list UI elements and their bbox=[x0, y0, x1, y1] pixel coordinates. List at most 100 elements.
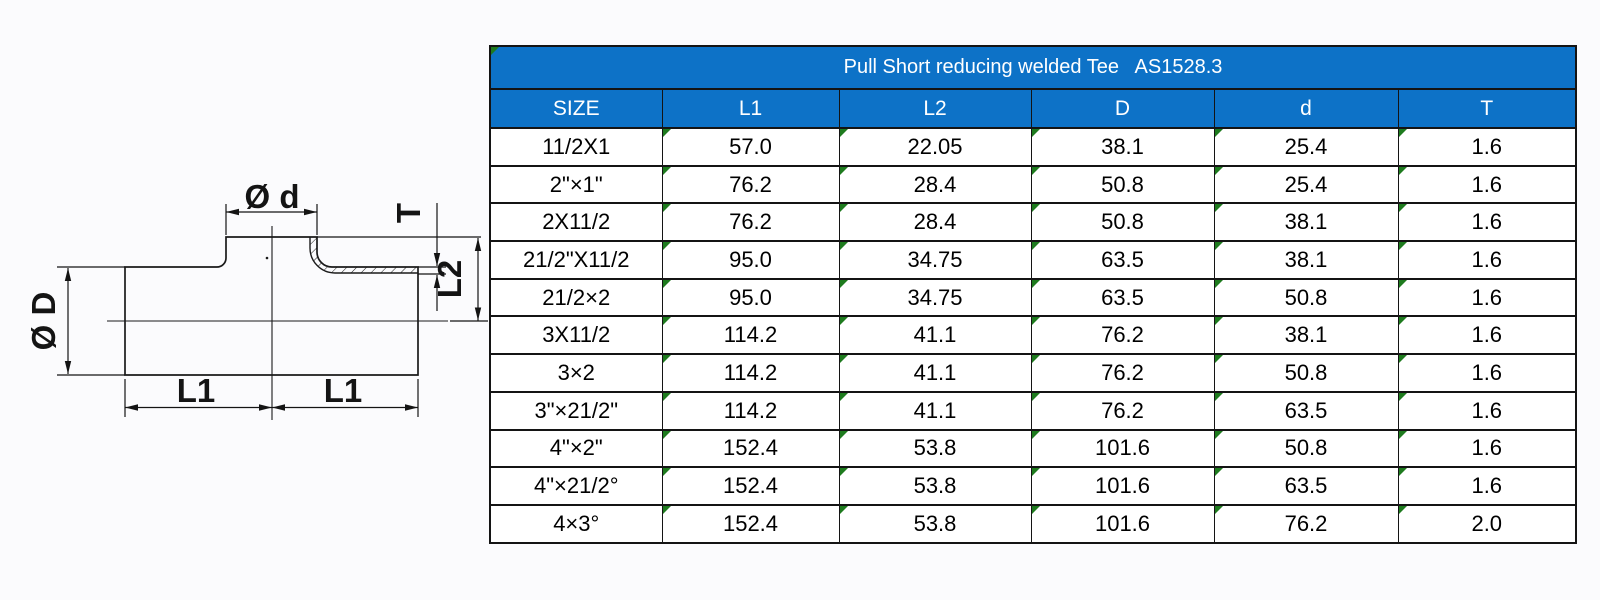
cell-value: 76.2 bbox=[661, 202, 840, 243]
cell-value: 50.8 bbox=[1213, 428, 1399, 469]
error-flag-triangle bbox=[1215, 393, 1223, 401]
error-flag-triangle bbox=[840, 318, 848, 326]
error-flag-triangle bbox=[663, 243, 671, 251]
error-flag-triangle bbox=[840, 243, 848, 251]
cell-size: 11/2X1 bbox=[489, 127, 663, 167]
cell-value: 25.4 bbox=[1213, 164, 1399, 205]
error-flag-triangle bbox=[663, 469, 671, 477]
cell-value: 114.2 bbox=[661, 353, 840, 393]
cell-value: 152.4 bbox=[661, 428, 840, 469]
column-header-l2: L2 bbox=[838, 88, 1032, 129]
error-flag-triangle bbox=[840, 356, 848, 364]
cell-size: 21/2×2 bbox=[489, 277, 663, 318]
error-flag-triangle bbox=[1215, 280, 1223, 288]
error-flag-triangle bbox=[663, 356, 671, 364]
cell-size: 21/2"X11/2 bbox=[489, 240, 663, 280]
error-flag-triangle bbox=[840, 280, 848, 288]
error-flag-triangle bbox=[1399, 167, 1407, 175]
error-flag-triangle bbox=[1399, 356, 1407, 364]
cell-value: 63.5 bbox=[1030, 277, 1215, 318]
table-row: 11/2X1 57.0 22.05 38.1 25.4 1.6 bbox=[489, 127, 1577, 167]
error-flag-triangle bbox=[1215, 167, 1223, 175]
table-title: Pull Short reducing welded Tee AS1528.3 bbox=[843, 56, 1223, 78]
error-flag-triangle bbox=[1399, 469, 1407, 477]
column-header-l1: L1 bbox=[661, 88, 840, 129]
error-flag-triangle bbox=[1032, 167, 1040, 175]
error-flag-triangle bbox=[1215, 469, 1223, 477]
cell-size: 4×3° bbox=[489, 503, 663, 544]
error-flag-triangle bbox=[1032, 243, 1040, 251]
error-flag-triangle bbox=[1399, 318, 1407, 326]
cell-value: 1.6 bbox=[1397, 127, 1577, 167]
cell-value: 152.4 bbox=[661, 503, 840, 544]
table-row: 3"×21/2" 114.2 41.1 76.2 63.5 1.6 bbox=[489, 390, 1577, 431]
cell-value: 1.6 bbox=[1397, 164, 1577, 205]
error-flag-triangle bbox=[663, 205, 671, 213]
label-branch-diameter: Ø d bbox=[245, 178, 300, 215]
error-flag-triangle bbox=[840, 205, 848, 213]
label-wall-thickness: T bbox=[390, 203, 427, 223]
cell-value: 38.1 bbox=[1030, 127, 1215, 167]
cell-value: 53.8 bbox=[838, 503, 1032, 544]
cell-value: 76.2 bbox=[661, 164, 840, 205]
table-row: 4"×21/2° 152.4 53.8 101.6 63.5 1.6 bbox=[489, 466, 1577, 506]
cell-value: 1.6 bbox=[1397, 202, 1577, 243]
cell-value: 53.8 bbox=[838, 466, 1032, 506]
cell-value: 1.6 bbox=[1397, 390, 1577, 431]
error-flag-triangle bbox=[491, 48, 499, 55]
column-header-d: d bbox=[1213, 88, 1399, 129]
table-row: 3X11/2 114.2 41.1 76.2 38.1 1.6 bbox=[489, 315, 1577, 356]
table-title-cell: Pull Short reducing welded Tee AS1528.3 bbox=[489, 45, 1577, 90]
cell-value: 1.6 bbox=[1397, 277, 1577, 318]
cell-size: 3X11/2 bbox=[489, 315, 663, 356]
cell-value: 76.2 bbox=[1030, 353, 1215, 393]
error-flag-triangle bbox=[1215, 205, 1223, 213]
cell-size: 4"×21/2° bbox=[489, 466, 663, 506]
cell-value: 114.2 bbox=[661, 315, 840, 356]
dim-branch-diameter bbox=[225, 204, 318, 235]
cell-size: 3"×21/2" bbox=[489, 390, 663, 431]
table-row: 4"×2" 152.4 53.8 101.6 50.8 1.6 bbox=[489, 428, 1577, 469]
error-flag-triangle bbox=[1032, 469, 1040, 477]
cell-size: 2"×1" bbox=[489, 164, 663, 205]
cell-value: 76.2 bbox=[1030, 390, 1215, 431]
error-flag-triangle bbox=[1215, 243, 1223, 251]
cell-value: 101.6 bbox=[1030, 503, 1215, 544]
dim-lengths bbox=[124, 379, 419, 417]
cell-value: 28.4 bbox=[838, 202, 1032, 243]
error-flag-triangle bbox=[1215, 318, 1223, 326]
dim-main-diameter bbox=[57, 266, 125, 376]
label-length-right: L1 bbox=[324, 372, 363, 409]
error-flag-triangle bbox=[663, 167, 671, 175]
spec-table: Pull Short reducing welded Tee AS1528.3 … bbox=[489, 45, 1577, 544]
cell-value: 41.1 bbox=[838, 390, 1032, 431]
error-flag-triangle bbox=[1399, 393, 1407, 401]
center-mark-dot bbox=[265, 256, 269, 260]
cell-value: 152.4 bbox=[661, 466, 840, 506]
dim-branch-length bbox=[450, 238, 488, 322]
cell-value: 2.0 bbox=[1397, 503, 1577, 544]
cell-value: 95.0 bbox=[661, 240, 840, 280]
label-branch-length: L2 bbox=[431, 260, 468, 299]
cell-value: 34.75 bbox=[838, 240, 1032, 280]
error-flag-triangle bbox=[1399, 280, 1407, 288]
cell-value: 101.6 bbox=[1030, 428, 1215, 469]
table-row: 3×2 114.2 41.1 76.2 50.8 1.6 bbox=[489, 353, 1577, 393]
cell-value: 22.05 bbox=[838, 127, 1032, 167]
error-flag-triangle bbox=[1215, 431, 1223, 439]
error-flag-triangle bbox=[1399, 129, 1407, 137]
cell-value: 1.6 bbox=[1397, 466, 1577, 506]
error-flag-triangle bbox=[1215, 356, 1223, 364]
cell-size: 2X11/2 bbox=[489, 202, 663, 243]
cell-value: 63.5 bbox=[1213, 390, 1399, 431]
error-flag-triangle bbox=[1032, 431, 1040, 439]
cell-value: 38.1 bbox=[1213, 240, 1399, 280]
cell-value: 38.1 bbox=[1213, 315, 1399, 356]
centerlines bbox=[107, 226, 448, 420]
tee-inner-wall bbox=[309, 237, 418, 274]
cell-value: 114.2 bbox=[661, 390, 840, 431]
table-row: 2"×1" 76.2 28.4 50.8 25.4 1.6 bbox=[489, 164, 1577, 205]
error-flag-triangle bbox=[663, 318, 671, 326]
error-flag-triangle bbox=[1399, 243, 1407, 251]
